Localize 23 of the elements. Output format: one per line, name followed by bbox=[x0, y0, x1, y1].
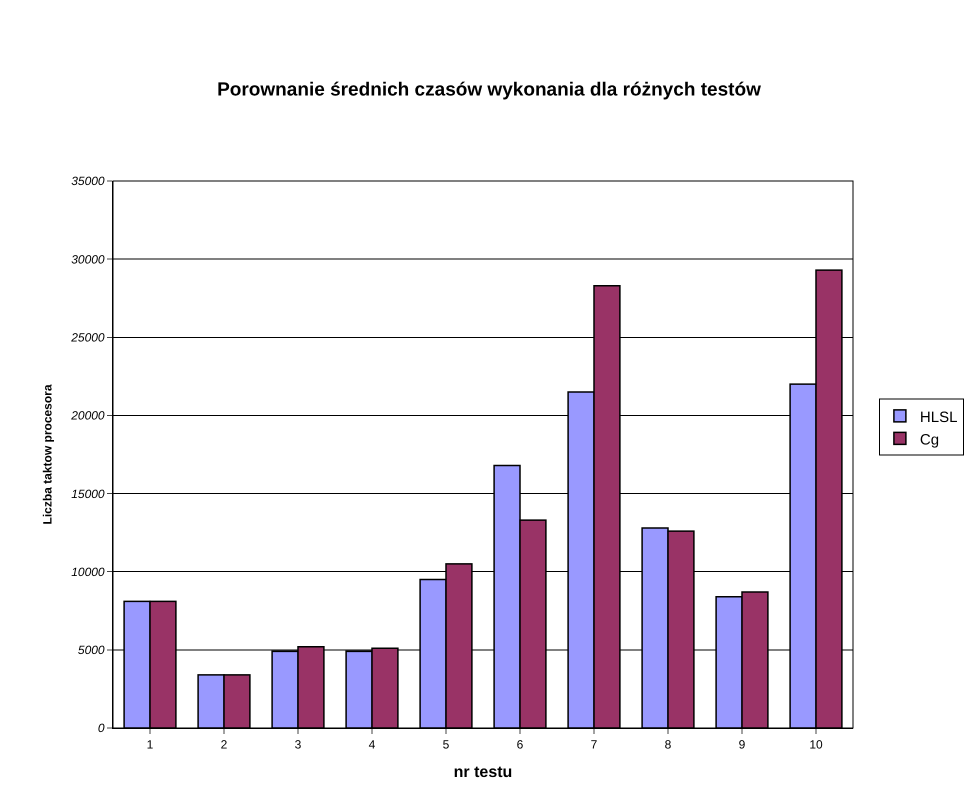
y-tick-label: 10000 bbox=[71, 564, 105, 579]
x-axis-title: nr testu bbox=[454, 764, 512, 782]
y-tick-label: 30000 bbox=[71, 252, 105, 266]
y-axis-title: Liczba taktow procesora bbox=[40, 384, 55, 525]
x-tick-label: 8 bbox=[664, 737, 672, 752]
y-tick-label: 20000 bbox=[70, 408, 105, 423]
x-tick-label: 5 bbox=[442, 737, 450, 752]
y-tick-label: 0 bbox=[98, 721, 105, 736]
chart-title: Porownanie średnich czasów wykonania dla różnych testów bbox=[217, 79, 762, 100]
x-tick-label: 9 bbox=[738, 737, 746, 752]
y-tick-label: 35000 bbox=[71, 174, 105, 188]
x-tick-label: 3 bbox=[294, 737, 302, 752]
legend-label: Cg bbox=[920, 431, 940, 448]
y-tick-label: 15000 bbox=[71, 486, 105, 501]
x-tick-label: 10 bbox=[809, 737, 823, 752]
y-tick-label: 25000 bbox=[70, 330, 105, 344]
x-tick-label: 7 bbox=[590, 737, 598, 752]
x-tick-label: 2 bbox=[220, 737, 228, 752]
x-tick-label: 6 bbox=[516, 737, 524, 752]
x-tick-label: 4 bbox=[368, 737, 376, 752]
y-tick-label: 5000 bbox=[78, 643, 105, 658]
legend-label: HLSL bbox=[920, 408, 958, 426]
x-tick-label: 1 bbox=[146, 737, 154, 752]
